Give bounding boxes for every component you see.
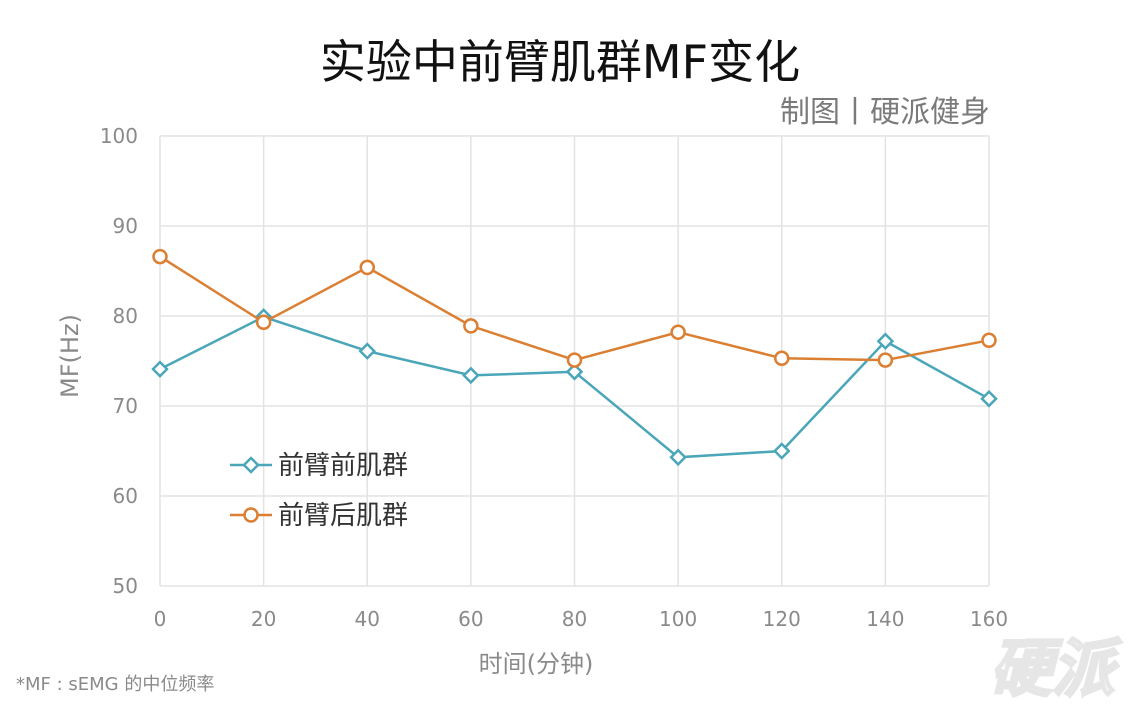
data-point (255, 314, 272, 331)
legend-item: 前臂前肌群 (230, 451, 408, 481)
data-point (877, 352, 894, 368)
data-point (980, 390, 998, 408)
legend-marker (243, 507, 259, 523)
x-tick-label: 0 (154, 607, 167, 631)
data-point (565, 363, 584, 381)
data-point (669, 448, 687, 467)
data-point (774, 350, 790, 367)
legend-label: 前臂后肌群 (278, 501, 408, 531)
data-point (151, 360, 169, 378)
data-point (463, 318, 479, 334)
data-point (358, 342, 377, 360)
x-tick-label: 160 (970, 607, 1008, 631)
data-point (876, 332, 895, 350)
x-tick-label: 60 (458, 607, 483, 631)
x-tick-label: 140 (866, 607, 904, 631)
x-axis-ticks: 0 20 40 60 80 100 120 140 160 (154, 607, 1008, 631)
y-tick-label: 50 (113, 574, 138, 598)
y-tick-label: 100 (100, 124, 138, 148)
legend-label: 前臂前肌群 (278, 451, 408, 481)
data-point (152, 248, 168, 265)
watermark-logo: 硬派 (990, 632, 1122, 705)
legend-item: 前臂后肌群 (230, 501, 408, 531)
series-1 (151, 308, 998, 467)
x-tick-label: 100 (659, 607, 697, 631)
y-tick-label: 70 (113, 394, 138, 418)
data-point (981, 332, 997, 349)
x-tick-label: 80 (562, 607, 587, 631)
y-axis-label: MF(Hz) (56, 314, 84, 398)
y-tick-label: 90 (113, 214, 138, 238)
x-axis-label: 时间(分钟) (479, 650, 594, 678)
x-tick-label: 120 (763, 607, 801, 631)
y-tick-label: 80 (113, 304, 138, 328)
chart-credit: 制图丨硬派健身 (780, 95, 990, 130)
x-tick-label: 20 (251, 607, 276, 631)
y-tick-label: 60 (113, 484, 138, 508)
x-tick-label: 40 (355, 607, 380, 631)
data-point (772, 442, 791, 460)
footnote: *MF : sEMG 的中位频率 (16, 674, 214, 695)
data-point (566, 352, 583, 368)
data-point (359, 259, 375, 276)
data-point (462, 366, 480, 385)
series-2 (152, 248, 997, 368)
series-layer (151, 248, 998, 467)
legend-marker (242, 456, 260, 474)
y-axis-ticks: 50 60 70 80 90 100 (100, 124, 138, 598)
data-point (670, 324, 686, 340)
chart-title: 实验中前臂肌群MF变化 (320, 35, 800, 89)
